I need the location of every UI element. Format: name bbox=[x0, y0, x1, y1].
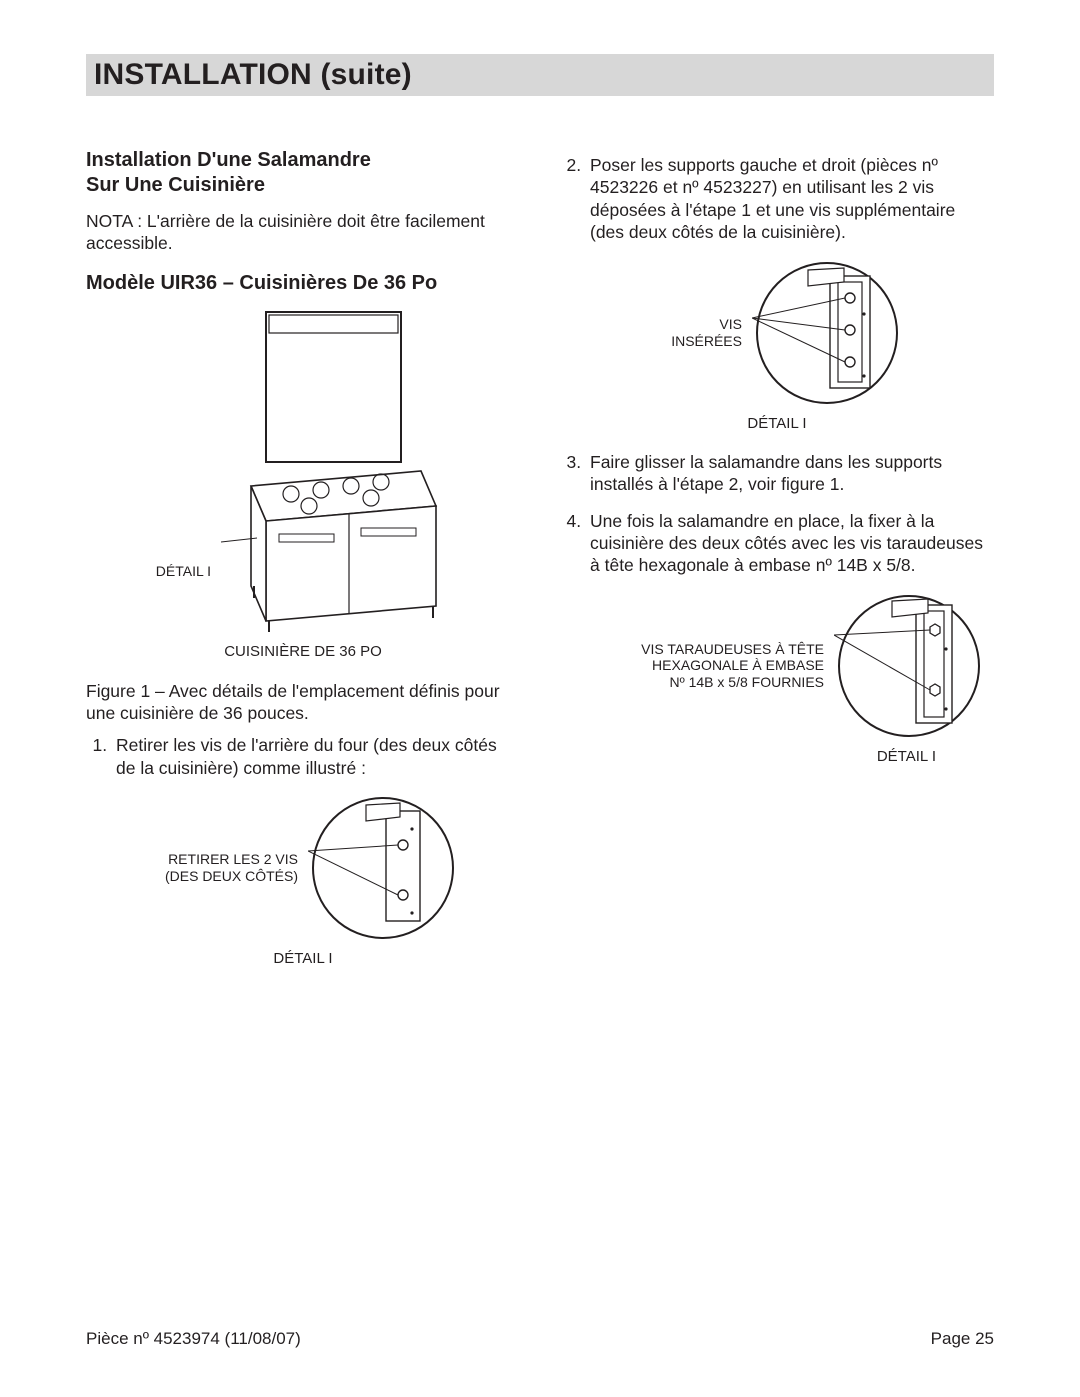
step-4: Une fois la salamandre en place, la fixe… bbox=[586, 510, 994, 577]
figure-1-description: Figure 1 – Avec détails de l'emplacement… bbox=[86, 680, 520, 725]
figure-1-row: DÉTAIL I bbox=[155, 306, 451, 636]
subsection-heading: Installation D'une Salamandre Sur Une Cu… bbox=[86, 148, 520, 198]
left-column: Installation D'une Salamandre Sur Une Cu… bbox=[86, 148, 520, 986]
section-title: INSTALLATION (suite) bbox=[94, 58, 412, 92]
detail-1-caption: DÉTAIL I bbox=[273, 949, 332, 968]
page: INSTALLATION (suite) Installation D'une … bbox=[0, 0, 1080, 1397]
detail-3-label-line2: HEXAGONALE À EMBASE bbox=[652, 657, 824, 673]
footer-page-number: Page 25 bbox=[931, 1329, 994, 1349]
detail-2-label-line2: INSÉRÉES bbox=[671, 333, 742, 349]
range-diagram-icon bbox=[221, 306, 451, 636]
detail-3-row: VIS TARAUDEUSES À TÊTE HEXAGONALE À EMBA… bbox=[624, 591, 984, 741]
step-2: Poser les supports gauche et droit (pièc… bbox=[586, 154, 994, 244]
detail-1-label-line2: (DES DEUX CÔTÉS) bbox=[165, 868, 298, 884]
step-1: Retirer les vis de l'arrière du four (de… bbox=[112, 734, 520, 779]
detail-1-row: RETIRER LES 2 VIS (DES DEUX CÔTÉS) bbox=[148, 793, 458, 943]
detail-3-label-line3: Nº 14B x 5/8 FOURNIES bbox=[670, 674, 825, 690]
detail-2-label-line1: VIS bbox=[719, 316, 742, 332]
page-footer: Pièce nº 4523974 (11/08/07) Page 25 bbox=[86, 1329, 994, 1349]
detail-2-caption: DÉTAIL I bbox=[747, 414, 806, 433]
step-3: Faire glisser la salamandre dans les sup… bbox=[586, 451, 994, 496]
two-column-layout: Installation D'une Salamandre Sur Une Cu… bbox=[86, 148, 994, 986]
figure-1-detail-label: DÉTAIL I bbox=[156, 563, 211, 579]
heading-line-1: Installation D'une Salamandre bbox=[86, 149, 371, 171]
right-column: Poser les supports gauche et droit (pièc… bbox=[560, 148, 994, 986]
model-heading: Modèle UIR36 – Cuisinières De 36 Po bbox=[86, 271, 520, 297]
detail-3-label-line1: VIS TARAUDEUSES À TÊTE bbox=[641, 641, 824, 657]
steps-list-right: Poser les supports gauche et droit (pièc… bbox=[560, 154, 994, 244]
steps-list-right-cont: Faire glisser la salamandre dans les sup… bbox=[560, 451, 994, 577]
steps-list-left: Retirer les vis de l'arrière du four (de… bbox=[86, 734, 520, 779]
detail-1-annotation: RETIRER LES 2 VIS (DES DEUX CÔTÉS) bbox=[148, 851, 298, 885]
figure-1: DÉTAIL I bbox=[86, 306, 520, 661]
heading-line-2: Sur Une Cuisinière bbox=[86, 174, 265, 196]
nota-paragraph: NOTA : L'arrière de la cuisinière doit ê… bbox=[86, 210, 520, 255]
footer-part-number: Pièce nº 4523974 (11/08/07) bbox=[86, 1329, 301, 1349]
detail-3-annotation: VIS TARAUDEUSES À TÊTE HEXAGONALE À EMBA… bbox=[624, 641, 824, 691]
detail-2-row: VIS INSÉRÉES bbox=[652, 258, 902, 408]
detail-2-figure: VIS INSÉRÉES bbox=[560, 258, 994, 433]
figure-1-detail-annotation: DÉTAIL I bbox=[155, 563, 211, 580]
detail-2-icon bbox=[752, 258, 902, 408]
detail-3-caption: DÉTAIL I bbox=[877, 747, 936, 766]
detail-3-figure: VIS TARAUDEUSES À TÊTE HEXAGONALE À EMBA… bbox=[560, 591, 994, 766]
detail-1-figure: RETIRER LES 2 VIS (DES DEUX CÔTÉS) bbox=[86, 793, 520, 968]
detail-1-icon bbox=[308, 793, 458, 943]
detail-3-icon bbox=[834, 591, 984, 741]
detail-1-label-line1: RETIRER LES 2 VIS bbox=[168, 851, 298, 867]
section-header-bar: INSTALLATION (suite) bbox=[86, 54, 994, 96]
detail-2-annotation: VIS INSÉRÉES bbox=[652, 316, 742, 350]
figure-1-caption: CUISINIÈRE DE 36 PO bbox=[224, 642, 382, 661]
